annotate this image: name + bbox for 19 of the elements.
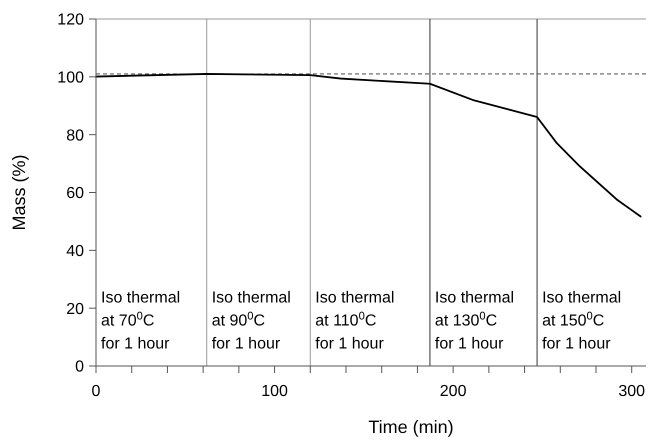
y-tick-label: 80 xyxy=(66,127,84,144)
x-tick-label: 100 xyxy=(261,383,288,400)
annotation: Iso thermal at 150$^{0}$C for 1 hour xyxy=(542,289,622,352)
annotation: Iso thermal at 130$^{0}$C for 1 hour xyxy=(434,289,514,352)
annotation: Iso thermal at 70$^{0}$C for 1 hour xyxy=(101,289,180,352)
y-tick-label: 100 xyxy=(57,69,84,86)
y-tick-label: 40 xyxy=(66,242,84,260)
x-tick-label: 300 xyxy=(618,383,646,400)
x-tick-label: 200 xyxy=(440,383,467,400)
y-tick-label: 0 xyxy=(75,358,84,376)
y-tick-label: 60 xyxy=(66,185,84,202)
x-axis-title: Time (min) xyxy=(368,417,454,437)
annotation: Iso thermal at 90$^{0}$C for 1 hour xyxy=(212,289,291,352)
annotation: Iso thermal at 110$^{0}$C for 1 hour xyxy=(315,289,394,352)
y-tick-label: 20 xyxy=(66,300,84,318)
x-tick-label: 0 xyxy=(92,383,101,400)
line-series xyxy=(95,73,642,218)
y-axis-title: Mass (%) xyxy=(9,154,29,230)
y-tick-label: 120 xyxy=(57,12,84,29)
